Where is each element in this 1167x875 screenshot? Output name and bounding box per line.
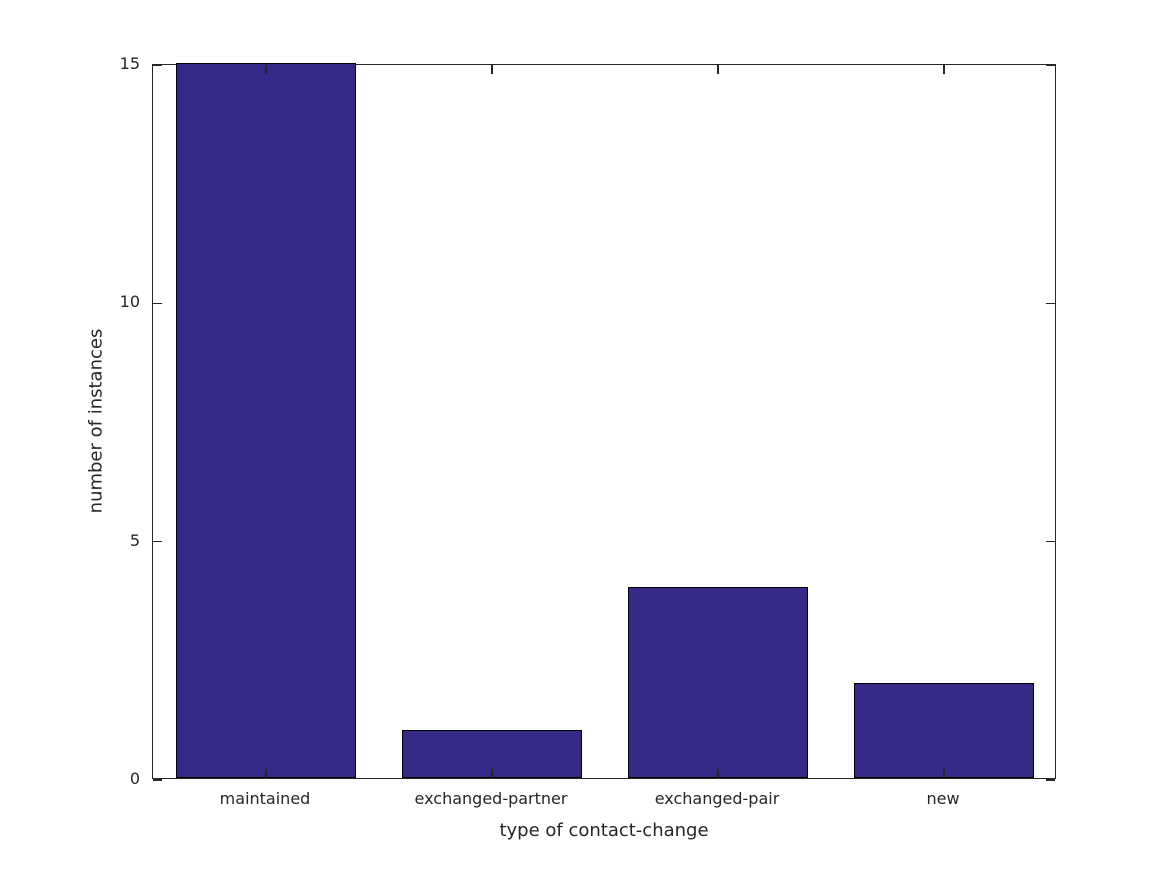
y-tick-label: 10 xyxy=(119,292,140,312)
x-tick-label: exchanged-partner xyxy=(414,789,568,808)
x-tick-mark-bottom xyxy=(491,769,493,778)
x-tick-mark-bottom xyxy=(717,769,719,778)
y-tick-label: 5 xyxy=(129,530,140,550)
x-axis-label: type of contact-change xyxy=(499,820,709,841)
y-tick-label: 0 xyxy=(129,769,140,788)
y-tick-mark-right xyxy=(1046,64,1055,66)
y-tick-mark-left xyxy=(153,302,162,305)
y-tick-mark-right xyxy=(1046,540,1055,543)
y-tick-mark-left xyxy=(153,64,162,66)
y-tick-mark-right xyxy=(1046,779,1055,781)
x-tick-label: exchanged-pair xyxy=(654,789,780,808)
x-tick-mark-bottom xyxy=(265,769,267,778)
bar-maintained xyxy=(175,63,357,778)
y-tick-mark-right xyxy=(1046,302,1055,305)
x-tick-mark-top xyxy=(265,65,267,74)
bar-new xyxy=(853,682,1035,778)
y-tick-label: 15 xyxy=(119,54,140,73)
x-tick-mark-top xyxy=(717,65,719,74)
y-tick-mark-left xyxy=(153,540,162,543)
x-tick-label: new xyxy=(926,789,960,808)
x-tick-mark-top xyxy=(491,65,493,74)
x-tick-mark-top xyxy=(943,65,945,74)
bar-exchanged-pair xyxy=(627,587,809,778)
y-axis-label: number of instances xyxy=(85,328,107,514)
x-tick-mark-bottom xyxy=(943,769,945,778)
x-tick-label: maintained xyxy=(219,789,311,808)
y-tick-mark-left xyxy=(153,779,162,781)
plot-area xyxy=(152,63,1056,781)
